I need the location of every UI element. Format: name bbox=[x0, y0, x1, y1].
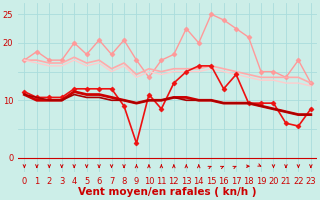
X-axis label: Vent moyen/en rafales ( kn/h ): Vent moyen/en rafales ( kn/h ) bbox=[78, 187, 257, 197]
